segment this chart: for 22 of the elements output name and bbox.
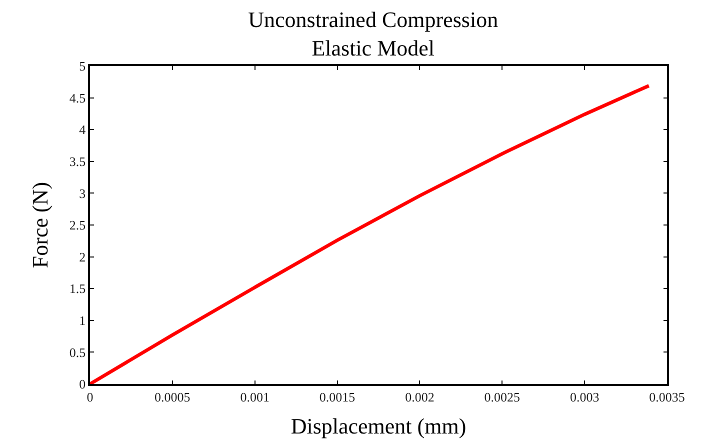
y-tick-label: 1 [79,312,86,328]
x-tick-label: 0.0005 [154,389,190,404]
y-axis-title: Force (N) [28,182,53,268]
y-tick-label: 0 [79,376,86,392]
x-tick-label: 0.0035 [649,389,685,404]
x-tick-label: 0.0015 [319,389,356,404]
x-tick-label: 0.0025 [484,389,520,404]
x-tick-label: 0.002 [405,389,434,404]
x-axis-title: Displacement (mm) [290,414,466,439]
y-tick-label: 3.5 [69,154,86,169]
y-tick-label: 0.5 [69,344,86,360]
x-tick-label: 0.003 [570,389,600,404]
y-tick-label: 2.5 [69,218,86,233]
x-tick-label: 0.001 [240,389,270,404]
y-tick-label: 2 [79,249,86,264]
y-tick-label: 3 [79,186,86,201]
line-series [90,84,651,384]
y-tick-label: 4.5 [69,90,86,106]
y-tick-label: 4 [79,122,86,138]
y-tick-label: 1.5 [69,281,86,296]
chart-title: Unconstrained Compression Elastic Model [248,6,498,60]
y-tick-label: 5 [79,58,86,74]
